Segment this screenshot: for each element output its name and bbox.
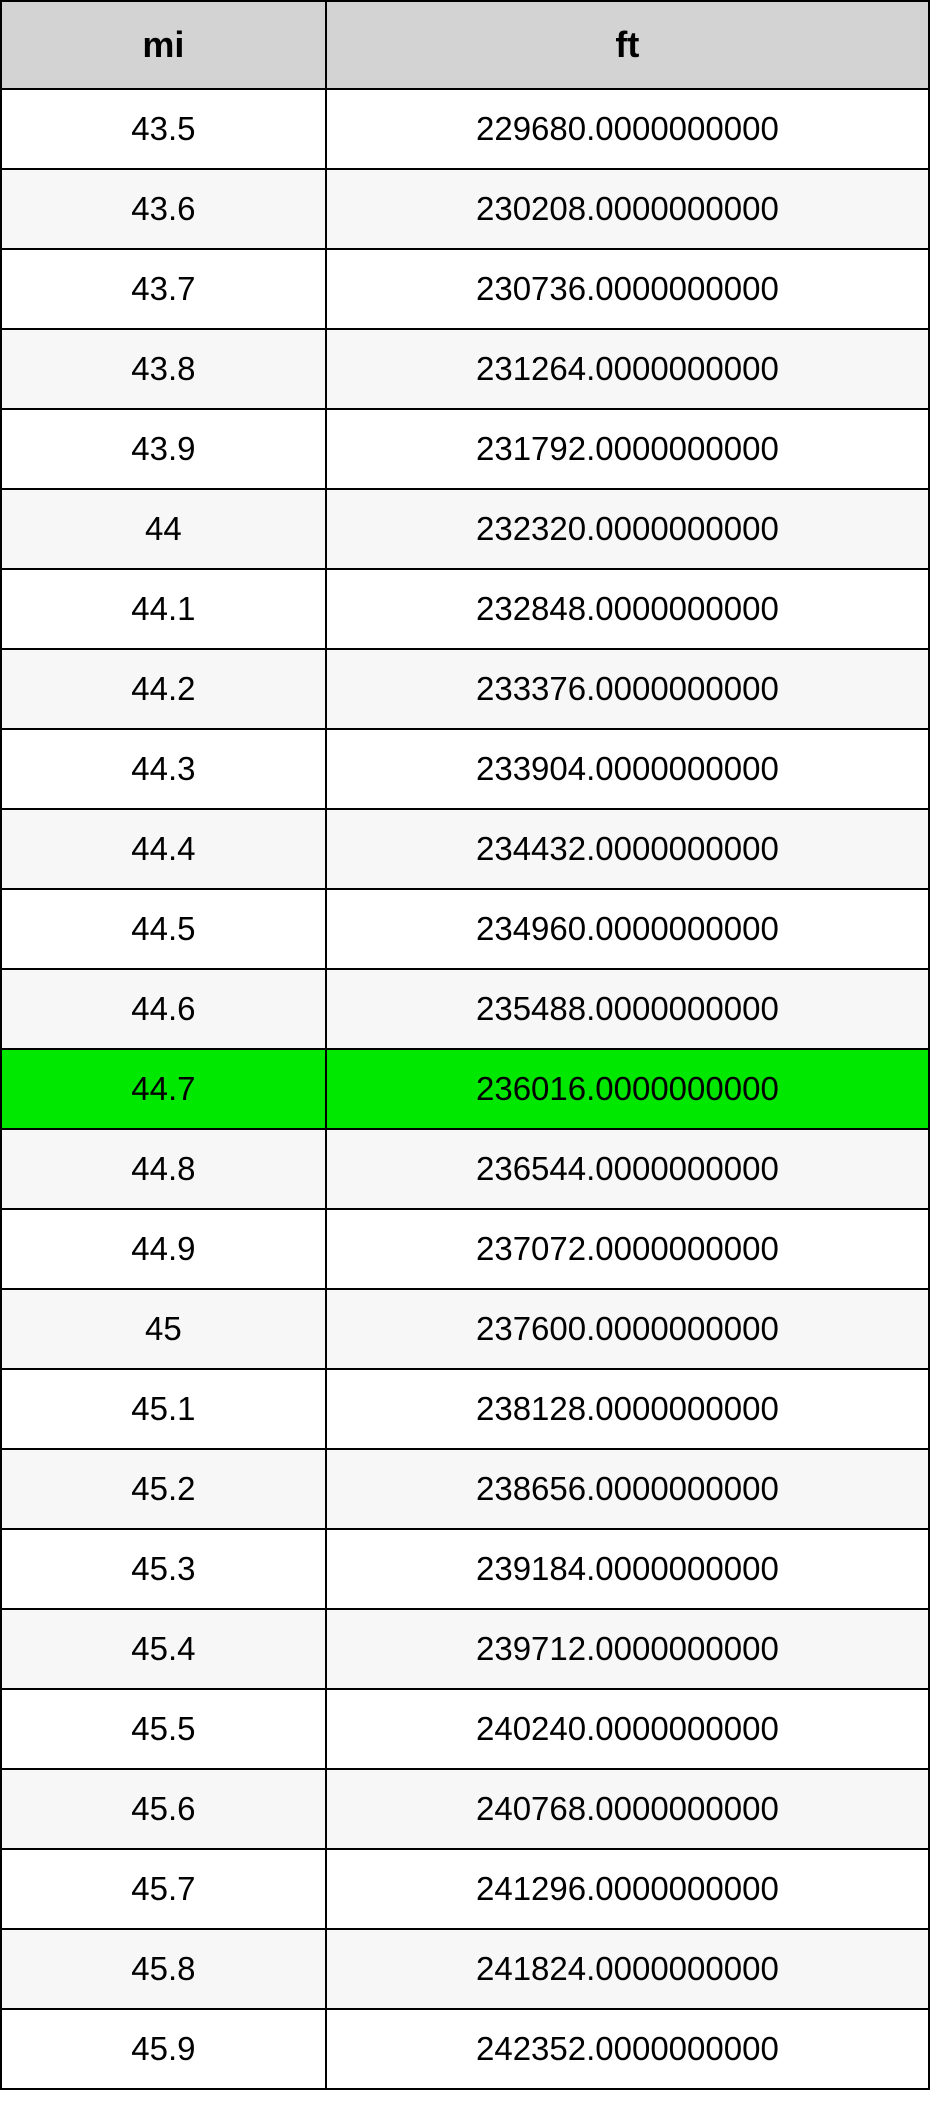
cell-mi: 45.5 bbox=[1, 1689, 326, 1769]
table-header-row: mi ft bbox=[1, 1, 929, 89]
table-row: 43.5 229680.0000000000 bbox=[1, 89, 929, 169]
cell-mi: 45.9 bbox=[1, 2009, 326, 2089]
cell-ft: 232320.0000000000 bbox=[326, 489, 929, 569]
table-row: 43.7 230736.0000000000 bbox=[1, 249, 929, 329]
table-row: 45.5 240240.0000000000 bbox=[1, 1689, 929, 1769]
cell-ft: 233376.0000000000 bbox=[326, 649, 929, 729]
cell-mi: 44.2 bbox=[1, 649, 326, 729]
cell-ft: 235488.0000000000 bbox=[326, 969, 929, 1049]
table-row: 44.5 234960.0000000000 bbox=[1, 889, 929, 969]
table-row: 45.2 238656.0000000000 bbox=[1, 1449, 929, 1529]
cell-mi: 44.9 bbox=[1, 1209, 326, 1289]
table-row: 45 237600.0000000000 bbox=[1, 1289, 929, 1369]
table-row: 44.2 233376.0000000000 bbox=[1, 649, 929, 729]
table-row: 45.4 239712.0000000000 bbox=[1, 1609, 929, 1689]
table-row: 44.9 237072.0000000000 bbox=[1, 1209, 929, 1289]
cell-mi: 44.7 bbox=[1, 1049, 326, 1129]
cell-mi: 44.6 bbox=[1, 969, 326, 1049]
cell-mi: 44.8 bbox=[1, 1129, 326, 1209]
table-row: 43.6 230208.0000000000 bbox=[1, 169, 929, 249]
cell-ft: 242352.0000000000 bbox=[326, 2009, 929, 2089]
cell-ft: 238128.0000000000 bbox=[326, 1369, 929, 1449]
cell-ft: 236544.0000000000 bbox=[326, 1129, 929, 1209]
table-row: 44.1 232848.0000000000 bbox=[1, 569, 929, 649]
table-row: 44.6 235488.0000000000 bbox=[1, 969, 929, 1049]
table-row: 43.9 231792.0000000000 bbox=[1, 409, 929, 489]
cell-ft: 239712.0000000000 bbox=[326, 1609, 929, 1689]
cell-ft: 234960.0000000000 bbox=[326, 889, 929, 969]
cell-mi: 45.6 bbox=[1, 1769, 326, 1849]
cell-ft: 234432.0000000000 bbox=[326, 809, 929, 889]
cell-ft: 231792.0000000000 bbox=[326, 409, 929, 489]
cell-ft: 241824.0000000000 bbox=[326, 1929, 929, 2009]
header-ft: ft bbox=[326, 1, 929, 89]
cell-ft: 233904.0000000000 bbox=[326, 729, 929, 809]
cell-ft: 240768.0000000000 bbox=[326, 1769, 929, 1849]
table-row: 45.8 241824.0000000000 bbox=[1, 1929, 929, 2009]
cell-ft: 239184.0000000000 bbox=[326, 1529, 929, 1609]
header-mi: mi bbox=[1, 1, 326, 89]
cell-mi: 45.2 bbox=[1, 1449, 326, 1529]
cell-ft: 236016.0000000000 bbox=[326, 1049, 929, 1129]
cell-ft: 237072.0000000000 bbox=[326, 1209, 929, 1289]
cell-mi: 43.9 bbox=[1, 409, 326, 489]
cell-ft: 241296.0000000000 bbox=[326, 1849, 929, 1929]
cell-ft: 240240.0000000000 bbox=[326, 1689, 929, 1769]
cell-mi: 45.3 bbox=[1, 1529, 326, 1609]
cell-mi: 45 bbox=[1, 1289, 326, 1369]
cell-mi: 45.1 bbox=[1, 1369, 326, 1449]
cell-mi: 43.7 bbox=[1, 249, 326, 329]
cell-mi: 44.4 bbox=[1, 809, 326, 889]
cell-mi: 45.8 bbox=[1, 1929, 326, 2009]
cell-mi: 44.1 bbox=[1, 569, 326, 649]
table-row-highlighted: 44.7 236016.0000000000 bbox=[1, 1049, 929, 1129]
cell-ft: 237600.0000000000 bbox=[326, 1289, 929, 1369]
table-row: 44.4 234432.0000000000 bbox=[1, 809, 929, 889]
cell-ft: 231264.0000000000 bbox=[326, 329, 929, 409]
cell-mi: 44 bbox=[1, 489, 326, 569]
cell-mi: 44.5 bbox=[1, 889, 326, 969]
cell-mi: 43.8 bbox=[1, 329, 326, 409]
cell-ft: 232848.0000000000 bbox=[326, 569, 929, 649]
table-body: 43.5 229680.0000000000 43.6 230208.00000… bbox=[1, 89, 929, 2089]
table-row: 44.8 236544.0000000000 bbox=[1, 1129, 929, 1209]
table-row: 44.3 233904.0000000000 bbox=[1, 729, 929, 809]
cell-mi: 43.5 bbox=[1, 89, 326, 169]
table-row: 45.1 238128.0000000000 bbox=[1, 1369, 929, 1449]
cell-mi: 43.6 bbox=[1, 169, 326, 249]
cell-ft: 230208.0000000000 bbox=[326, 169, 929, 249]
table-row: 43.8 231264.0000000000 bbox=[1, 329, 929, 409]
cell-ft: 230736.0000000000 bbox=[326, 249, 929, 329]
table-row: 45.9 242352.0000000000 bbox=[1, 2009, 929, 2089]
cell-mi: 45.4 bbox=[1, 1609, 326, 1689]
cell-mi: 44.3 bbox=[1, 729, 326, 809]
cell-ft: 238656.0000000000 bbox=[326, 1449, 929, 1529]
table-row: 45.3 239184.0000000000 bbox=[1, 1529, 929, 1609]
cell-mi: 45.7 bbox=[1, 1849, 326, 1929]
table-row: 44 232320.0000000000 bbox=[1, 489, 929, 569]
table-row: 45.7 241296.0000000000 bbox=[1, 1849, 929, 1929]
cell-ft: 229680.0000000000 bbox=[326, 89, 929, 169]
conversion-table: mi ft 43.5 229680.0000000000 43.6 230208… bbox=[0, 0, 930, 2090]
table-row: 45.6 240768.0000000000 bbox=[1, 1769, 929, 1849]
